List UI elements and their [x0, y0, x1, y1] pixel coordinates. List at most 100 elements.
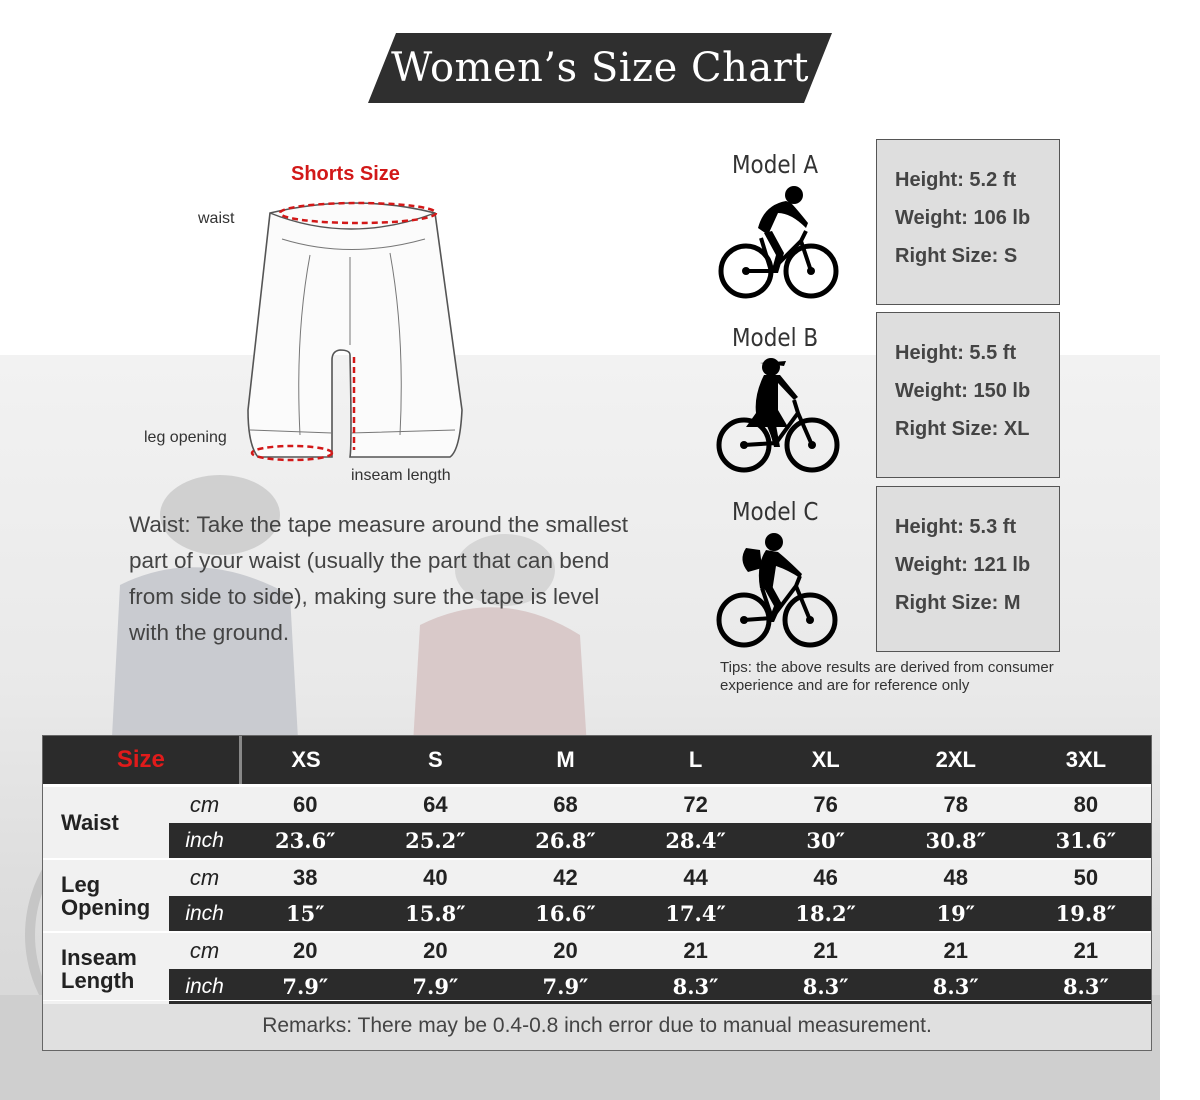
table-cell: 38: [240, 860, 371, 896]
table-cell: 15″: [240, 896, 371, 931]
table-cell: 76: [760, 787, 891, 823]
model-a-info-box: Height: 5.2 ft Weight: 106 lb Right Size…: [876, 139, 1060, 305]
size-header-label: Size: [43, 736, 242, 784]
table-cell: 30.8″: [890, 823, 1021, 858]
table-cell: 21: [1020, 933, 1151, 969]
table-cell: 16.6″: [500, 896, 631, 931]
row-separator: [43, 784, 1151, 787]
table-cell: 48: [890, 860, 1021, 896]
leg-opening-cm-row: Leg Opening cm 38 40 42 44 46 48 50: [43, 860, 1151, 931]
model-c-weight: Weight: 121 lb: [895, 554, 1031, 576]
table-cell: 30″: [760, 823, 891, 858]
model-a-name: Model A: [732, 150, 819, 179]
tips-note: Tips: the above results are derived from…: [720, 659, 1054, 694]
model-a-height: Height: 5.2 ft: [895, 169, 1017, 191]
waist-instruction: Waist: Take the tape measure around the …: [129, 512, 629, 645]
row-separator: [43, 931, 1151, 933]
inseam-length-cm-row: Inseam Length cm 20 20 20 21 21 21 21: [43, 933, 1151, 1004]
table-cell: 8.3″: [760, 969, 891, 1004]
table-cell: 40: [370, 860, 501, 896]
row-separator-cell: [43, 931, 1151, 933]
table-cell: 7.9″: [370, 969, 501, 1004]
table-cell: 20: [370, 933, 501, 969]
table-cell: 26.8″: [500, 823, 631, 858]
table-cell: 19.8″: [1020, 896, 1151, 931]
model-b-size: Right Size: XL: [895, 418, 1030, 440]
inseam-length-inch-row: inch 7.9″ 7.9″ 7.9″ 8.3″ 8.3″ 8.3″ 8.3″: [43, 969, 1151, 1004]
shorts-size-title: Shorts Size: [291, 163, 400, 185]
table-cell: 78: [890, 787, 1021, 823]
unit-label-inch: inch: [168, 823, 241, 858]
cyclist-model-c-icon: [716, 533, 838, 648]
table-cell: 46: [760, 860, 891, 896]
table-cell: 7.9″: [240, 969, 371, 1004]
unit-label-cm: cm: [168, 933, 241, 969]
waist-inch-row: inch 23.6″ 25.2″ 26.8″ 28.4″ 30″ 30.8″ 31.6″: [43, 823, 1151, 858]
waist-cm-row: Waist cm 60 64 68 72 76 78 80: [43, 787, 1151, 858]
table-cell: 15.8″: [370, 896, 501, 931]
size-header-cell: XL: [760, 736, 891, 784]
size-header-cell: S: [370, 736, 501, 784]
table-cell: 50: [1020, 860, 1151, 896]
model-b-height: Height: 5.5 ft: [895, 342, 1017, 364]
table-cell: 72: [630, 787, 761, 823]
table-cell: 19″: [890, 896, 1021, 931]
unit-label-inch: inch: [168, 969, 241, 1004]
model-b-name: Model B: [732, 323, 819, 352]
model-c-size: Right Size: M: [895, 592, 1021, 614]
table-cell: 8.3″: [1020, 969, 1151, 1004]
waist-row-label: Waist: [43, 787, 169, 858]
table-cell: 42: [500, 860, 631, 896]
table-cell: 28.4″: [630, 823, 761, 858]
remarks-text: Remarks: There may be 0.4-0.8 inch error…: [43, 1000, 1151, 1050]
unit-label-cm: cm: [168, 787, 241, 823]
model-b-info-box: Height: 5.5 ft Weight: 150 lb Right Size…: [876, 312, 1060, 478]
table-cell: 8.3″: [630, 969, 761, 1004]
model-a-size: Right Size: S: [895, 245, 1018, 267]
table-cell: 20: [240, 933, 371, 969]
inseam-length-row-label: Inseam Length: [43, 933, 169, 1004]
row-separator-cell: [43, 858, 1151, 860]
size-header-row: Size XS S M L XL 2XL 3XL: [43, 736, 1151, 784]
table-cell: 21: [890, 933, 1021, 969]
model-b-weight: Weight: 150 lb: [895, 380, 1031, 402]
unit-label-inch: inch: [168, 896, 241, 931]
table-cell: 18.2″: [760, 896, 891, 931]
table-cell: 60: [240, 787, 371, 823]
cyclist-model-b-icon: [716, 358, 840, 473]
page-title: Women’s Size Chart: [391, 45, 809, 91]
row-separator-cell: [43, 784, 1151, 787]
table-cell: 7.9″: [500, 969, 631, 1004]
model-c-info-box: Height: 5.3 ft Weight: 121 lb Right Size…: [876, 486, 1060, 652]
leg-opening-inch-row: inch 15″ 15.8″ 16.6″ 17.4″ 18.2″ 19″ 19.8″: [43, 896, 1151, 931]
shorts-diagram-icon: [247, 201, 463, 462]
leg-opening-label: leg opening: [144, 429, 227, 446]
size-table: Size XS S M L XL 2XL 3XL Waist cm 60 64 68 72…: [42, 735, 1152, 1051]
size-header-cell: M: [500, 736, 631, 784]
table-cell: 20: [500, 933, 631, 969]
model-c-height: Height: 5.3 ft: [895, 516, 1017, 538]
table-cell: 68: [500, 787, 631, 823]
model-c-name: Model C: [732, 497, 819, 526]
table-cell: 23.6″: [240, 823, 371, 858]
model-a-weight: Weight: 106 lb: [895, 207, 1031, 229]
size-header-cell: 2XL: [890, 736, 1021, 784]
table-cell: 8.3″: [890, 969, 1021, 1004]
table-cell: 17.4″: [630, 896, 761, 931]
size-header-cell: XS: [240, 736, 371, 784]
title-banner: Women’s Size Chart: [368, 33, 832, 103]
table-cell: 21: [760, 933, 891, 969]
waist-label: waist: [198, 210, 235, 227]
row-separator: [43, 858, 1151, 860]
table-cell: 80: [1020, 787, 1151, 823]
size-header-cell: L: [630, 736, 761, 784]
table-cell: 44: [630, 860, 761, 896]
table-cell: 64: [370, 787, 501, 823]
leg-opening-row-label: Leg Opening: [43, 860, 169, 931]
size-table-body: Size XS S M L XL 2XL 3XL Waist cm 60 64 68 72…: [43, 736, 1151, 1004]
unit-label-cm: cm: [168, 860, 241, 896]
cyclist-model-a-icon: [718, 186, 839, 299]
inseam-length-label: inseam length: [351, 467, 451, 484]
table-cell: 25.2″: [370, 823, 501, 858]
table-cell: 21: [630, 933, 761, 969]
